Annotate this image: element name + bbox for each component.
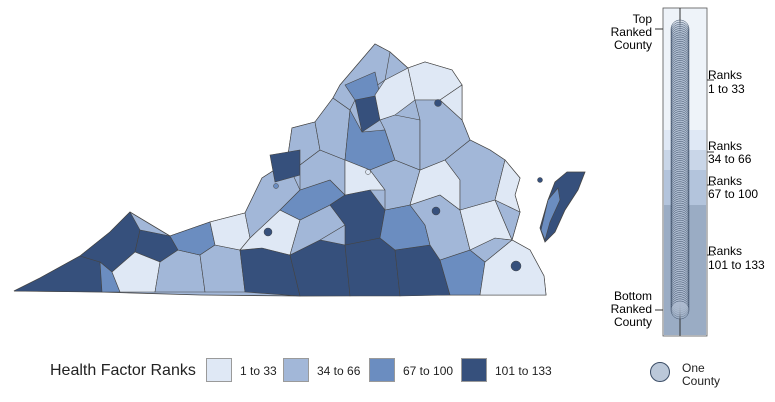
top-label-line1: Top	[633, 12, 653, 26]
legend-title: Health Factor Ranks	[50, 362, 196, 379]
independent-city	[537, 177, 543, 183]
group-3-line1: Ranks	[708, 174, 742, 188]
county-region	[494, 159, 521, 213]
legend-swatch-67-100	[369, 358, 395, 382]
legend-label-1-33: 1 to 33	[240, 364, 277, 378]
group-1-line2: 1 to 33	[708, 82, 745, 96]
group-4-line2: 101 to 133	[708, 258, 765, 272]
one-county-label: One County	[682, 361, 721, 388]
group-2-line2: 34 to 66	[708, 152, 752, 166]
bottom-label-line3: County	[614, 315, 652, 329]
county-region	[329, 189, 386, 246]
county-region	[13, 255, 103, 293]
independent-city	[434, 99, 442, 107]
bottom-label-line1: Bottom	[614, 289, 652, 303]
group-4-line1: Ranks	[708, 244, 742, 258]
county-region	[439, 84, 463, 121]
legend-swatch-1-33	[206, 358, 232, 382]
legend-swatch-101-133	[461, 358, 487, 382]
rank-strip-chart: Top Ranked County Bottom Ranked County R…	[611, 7, 765, 337]
eastern-shore-county	[540, 187, 561, 241]
group-1-line1: Ranks	[708, 68, 742, 82]
independent-city	[510, 260, 522, 272]
legend-swatch-34-66	[283, 358, 309, 382]
legend: Health Factor Ranks 1 to 33 34 to 66 67 …	[0, 352, 775, 392]
legend-label-34-66: 34 to 66	[317, 364, 361, 378]
independent-city	[431, 206, 441, 216]
independent-city	[273, 183, 279, 189]
county-dots	[670, 19, 690, 320]
group-3-line2: 67 to 100	[708, 187, 758, 201]
independent-city	[365, 169, 371, 175]
legend-label-67-100: 67 to 100	[403, 364, 454, 378]
eastern-shore-county	[539, 171, 586, 243]
group-2-line1: Ranks	[708, 139, 742, 153]
county-region	[209, 212, 251, 251]
virginia-county-map	[13, 43, 586, 297]
legend-label-101-133: 101 to 133	[495, 364, 552, 378]
one-county-marker-icon	[650, 362, 670, 382]
top-label-line3: County	[614, 38, 652, 52]
county-region	[344, 159, 386, 196]
bottom-label-line2: Ranked	[611, 302, 652, 316]
county-region	[199, 244, 246, 293]
independent-city	[263, 227, 273, 237]
top-label-line2: Ranked	[611, 25, 652, 39]
county-dot	[670, 300, 690, 320]
